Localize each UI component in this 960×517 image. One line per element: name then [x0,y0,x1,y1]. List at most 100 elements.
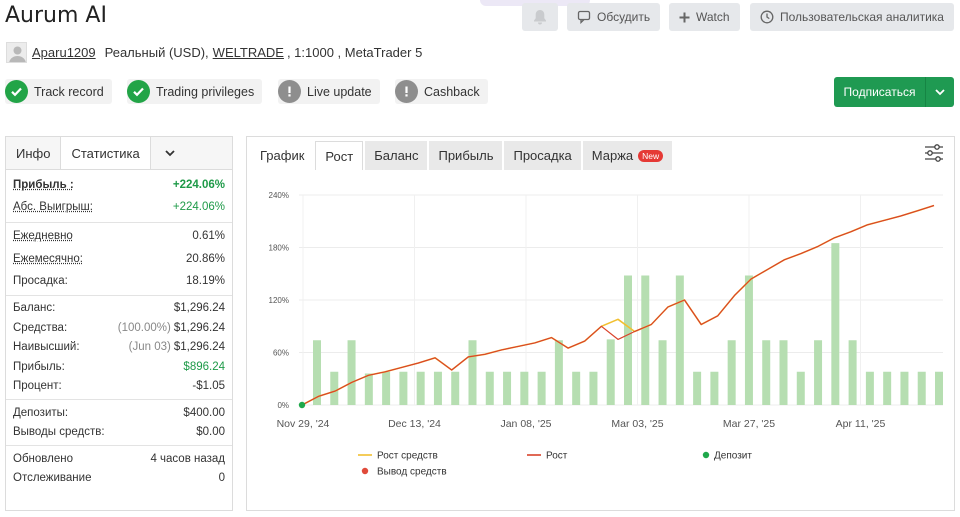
username-link[interactable]: Aparu1209 [32,44,96,60]
stat-row-equity: Средства: (100.00%) $1,296.24 [13,318,225,338]
chart-bar [624,275,632,405]
stat-row-interest: Процент: -$1.05 [13,377,225,397]
tab-drawdown[interactable]: Просадка [504,141,581,170]
cashback-label: Cashback [424,84,480,99]
chart-bar [468,340,477,405]
stats-panel: Инфо Статистика Прибыль : +224.06% Абс. … [5,136,233,511]
broker-link[interactable]: WELTRADE [212,44,284,60]
tab-margin[interactable]: Маржа New [582,141,673,170]
chart-bar [641,275,650,405]
divider [6,445,232,446]
chart-bar [831,243,840,405]
chevron-down-icon [935,88,945,95]
chart-bar [865,371,874,405]
stat-row-updated: Обновлено 4 часов назад [13,449,225,469]
account-info: Aparu1209 Реальный (USD), WELTRADE , 1:1… [6,41,422,63]
chart-bar [900,371,909,405]
chart-tabs: График Рост Баланс Прибыль Просадка Марж… [251,141,673,170]
chart-bar [330,371,339,405]
legend-label: Рост [546,451,568,462]
x-tick-label: Nov 29, '24 [277,418,330,430]
chart-bar [313,340,321,405]
stat-label[interactable]: Абс. Выигрыш: [13,200,93,213]
chart-settings-button[interactable] [924,144,944,165]
stat-label[interactable]: Ежедневно [13,230,73,242]
chart-bar [606,339,615,405]
chart-bar [433,371,442,405]
chart-bar [917,371,926,405]
chart-bar [554,340,563,405]
stat-value: 20.86% [185,252,225,265]
stat-label: Обновлено [13,452,73,465]
stat-row-drawdown: Просадка: 18.19% [13,271,225,292]
x-tick-label: Apr 11, '25 [836,418,886,430]
tabs-more-button[interactable] [151,137,189,169]
chart-bar [485,371,494,405]
y-tick-label: 120% [269,296,289,305]
chart-bar [520,371,529,405]
tab-statistics[interactable]: Статистика [60,137,151,169]
legend-label: Вывод средств [377,467,447,478]
sliders-icon [925,144,943,162]
exclamation-icon [278,80,301,103]
stat-row-abs-gain: Абс. Выигрыш: +224.06% [13,195,225,219]
chart-bar [762,340,771,405]
y-tick-label: 0% [277,401,289,410]
chart-bar [503,371,512,405]
avatar[interactable] [6,41,27,63]
stat-label[interactable]: Ежемесячно: [13,252,83,265]
x-tick-label: Dec 13, '24 [388,418,441,430]
notification-button[interactable] [522,3,558,31]
stat-row-balance: Баланс: $1,296.24 [13,299,225,319]
exclamation-icon [395,80,418,103]
analytics-label: Пользовательская аналитика [780,10,944,24]
chart-bar [589,371,598,405]
stat-value: $0.00 [196,426,225,439]
x-tick-label: Jan 08, '25 [500,418,551,430]
subscribe-button[interactable]: Подписаться [834,77,954,107]
x-tick-label: Mar 03, '25 [611,418,663,430]
watch-label: Watch [696,10,730,24]
chart-bar [796,371,805,405]
chevron-down-icon [165,149,175,156]
subscribe-label: Подписаться [843,85,916,99]
tab-growth[interactable]: Рост [315,141,364,170]
watch-button[interactable]: Watch [669,3,740,31]
tab-info[interactable]: Инфо [16,145,51,161]
legend-swatch [702,451,710,459]
chart-bar [693,371,702,405]
stat-row-tracking: Отслеживание 0 [13,469,225,489]
new-badge: New [638,149,664,162]
analytics-button[interactable]: Пользовательская аналитика [750,3,954,31]
subscribe-dropdown[interactable] [925,77,954,107]
plus-icon [679,12,690,22]
stat-value: $896.24 [183,360,225,373]
clock-icon [760,10,774,24]
discuss-label: Обсудить [597,10,651,24]
live-update-badge[interactable]: Live update [278,79,380,104]
bell-icon [534,10,546,25]
stat-value: $400.00 [183,406,225,419]
chart-bar [935,371,943,405]
cashback-badge[interactable]: Cashback [395,79,488,104]
tab-profit[interactable]: Прибыль [429,141,503,170]
discuss-button[interactable]: Обсудить [567,3,661,31]
chart-bar [727,340,736,405]
chart-bar [451,371,460,405]
chart-bar [537,371,546,405]
stat-label[interactable]: Прибыль : [13,178,74,191]
legend-label: Рост средств [377,451,438,462]
stat-label: Выводы средств: [13,426,105,439]
tab-balance[interactable]: Баланс [365,141,428,170]
track-record-badge[interactable]: Track record [5,79,112,104]
tab-graph[interactable]: График [251,141,314,170]
trading-privileges-label: Trading privileges [156,84,255,99]
y-tick-label: 180% [269,244,289,253]
stat-row-withdrawals: Выводы средств: $0.00 [13,423,225,443]
trading-privileges-badge[interactable]: Trading privileges [127,79,263,104]
track-record-label: Track record [34,84,104,99]
x-tick-label: Mar 27, '25 [723,418,775,430]
stat-row-monthly: Ежемесячно: 20.86% [13,247,225,271]
chart-bar [744,275,753,405]
stat-row-profit: Прибыль : +224.06% [13,175,225,195]
